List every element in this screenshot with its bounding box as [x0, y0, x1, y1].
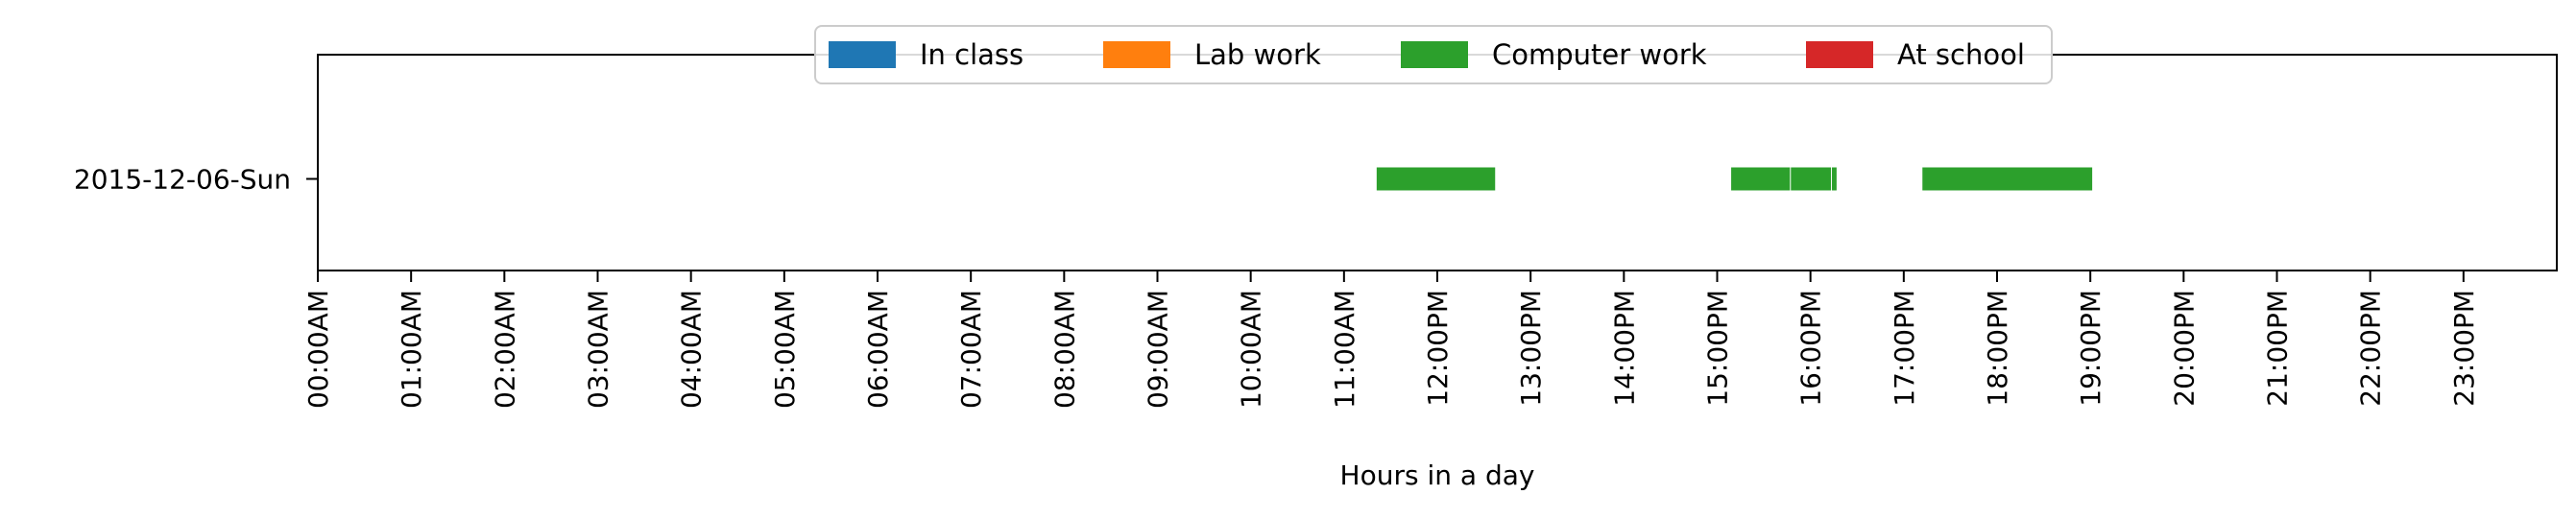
x-tick-label: 13:00PM: [1515, 290, 1547, 407]
x-tick-label: 01:00AM: [396, 290, 427, 409]
x-tick-label: 02:00AM: [489, 290, 520, 409]
x-tick-label: 14:00PM: [1608, 290, 1640, 407]
x-tick-label: 18:00PM: [1982, 290, 2013, 407]
y-tick-label: 2015-12-06-Sun: [74, 164, 291, 196]
x-tick-label: 05:00AM: [769, 290, 801, 409]
legend-label: At school: [1897, 38, 2025, 71]
x-tick-label: 03:00AM: [583, 290, 614, 409]
legend-swatch: [829, 41, 896, 68]
x-tick-label: 19:00PM: [2075, 290, 2107, 407]
x-tick-label: 22:00PM: [2355, 290, 2387, 407]
legend-swatch: [1401, 41, 1468, 68]
bar: [1731, 167, 1791, 191]
plot-frame: [317, 54, 2558, 271]
legend-swatch: [1103, 41, 1170, 68]
x-tick-label: 04:00AM: [676, 290, 708, 409]
x-tick-label: 09:00AM: [1143, 290, 1174, 409]
legend: In class Lab work Computer work At school: [814, 25, 2053, 84]
x-tick-label: 16:00PM: [1795, 290, 1827, 407]
x-tick-label: 07:00AM: [955, 290, 987, 409]
legend-label: Lab work: [1194, 38, 1321, 71]
legend-label: Computer work: [1492, 38, 1707, 71]
bar: [1376, 167, 1496, 191]
x-tick-label: 21:00PM: [2262, 290, 2294, 407]
x-tick-label: 23:00PM: [2448, 290, 2480, 407]
legend-label: In class: [920, 38, 1023, 71]
x-tick-label: 10:00AM: [1236, 290, 1267, 409]
x-tick-label: 08:00AM: [1048, 290, 1080, 409]
x-tick-label: 00:00AM: [302, 290, 334, 409]
x-tick-label: 11:00AM: [1329, 290, 1360, 409]
bar: [1922, 167, 2093, 191]
x-axis: 00:00AM 01:00AM 02:00AM 03:00AM 04:00AM 05:00…: [302, 271, 2480, 409]
x-tick-label: 06:00AM: [862, 290, 894, 409]
y-axis: 2015-12-06-Sun: [74, 164, 318, 196]
bars-layer: [1376, 167, 2093, 191]
x-tick-label: 20:00PM: [2168, 290, 2200, 407]
x-axis-label: Hours in a day: [1340, 459, 1535, 491]
bar: [1791, 167, 1832, 191]
legend-swatch: [1806, 41, 1873, 68]
x-tick-label: 15:00PM: [1702, 290, 1734, 407]
x-tick-label: 17:00PM: [1889, 290, 1920, 407]
bar: [1832, 167, 1837, 191]
x-tick-label: 12:00PM: [1422, 290, 1454, 407]
